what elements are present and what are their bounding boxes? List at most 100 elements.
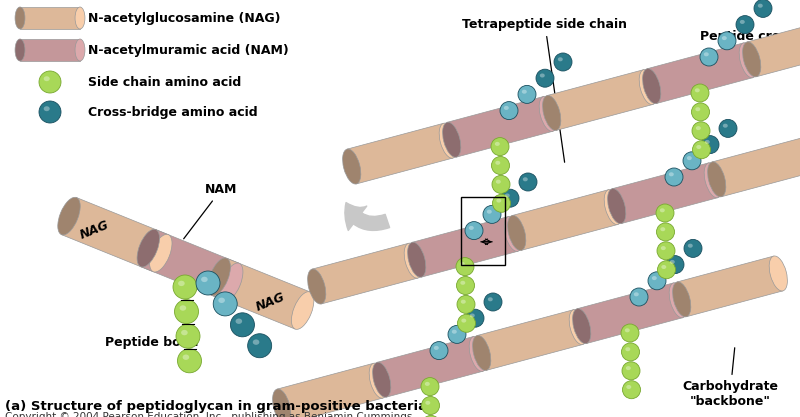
Circle shape [484, 293, 502, 311]
Polygon shape [62, 198, 168, 272]
Ellipse shape [696, 145, 702, 149]
Polygon shape [577, 283, 683, 344]
Ellipse shape [523, 177, 528, 181]
Ellipse shape [469, 226, 474, 230]
Ellipse shape [626, 366, 630, 370]
Circle shape [196, 271, 220, 295]
Ellipse shape [723, 124, 728, 128]
Circle shape [457, 276, 474, 294]
Circle shape [719, 119, 737, 138]
Polygon shape [141, 230, 239, 300]
Ellipse shape [15, 39, 25, 61]
Circle shape [684, 239, 702, 257]
Ellipse shape [505, 193, 510, 198]
Ellipse shape [758, 4, 762, 8]
Circle shape [430, 342, 448, 359]
Circle shape [656, 204, 674, 222]
Ellipse shape [426, 401, 430, 405]
Circle shape [657, 223, 674, 241]
Polygon shape [412, 216, 518, 277]
Circle shape [554, 53, 572, 71]
Ellipse shape [704, 163, 722, 198]
Ellipse shape [369, 363, 387, 398]
Polygon shape [312, 243, 418, 304]
Circle shape [693, 141, 710, 159]
Polygon shape [477, 310, 583, 370]
Ellipse shape [201, 277, 208, 282]
Ellipse shape [150, 234, 172, 272]
Text: (a) Structure of peptidoglycan in gram-positive bacteria: (a) Structure of peptidoglycan in gram-p… [5, 400, 427, 413]
Circle shape [491, 138, 509, 156]
Ellipse shape [669, 283, 687, 318]
Ellipse shape [75, 39, 85, 61]
Polygon shape [447, 96, 553, 157]
Text: Peptide cross-bridge: Peptide cross-bridge [662, 30, 800, 79]
Ellipse shape [695, 107, 700, 111]
Ellipse shape [705, 140, 710, 144]
Circle shape [630, 288, 648, 306]
Circle shape [493, 194, 510, 212]
Circle shape [174, 299, 198, 324]
Polygon shape [547, 70, 653, 131]
Ellipse shape [639, 70, 658, 105]
Ellipse shape [44, 76, 50, 81]
Ellipse shape [739, 43, 758, 78]
Ellipse shape [137, 229, 159, 267]
Ellipse shape [652, 276, 657, 280]
Text: Carbohydrate
"backbone": Carbohydrate "backbone" [682, 348, 778, 408]
Ellipse shape [404, 243, 422, 278]
Polygon shape [20, 39, 80, 61]
Text: Copyright © 2004 Pearson Education, Inc., publishing as Benjamin Cummings.: Copyright © 2004 Pearson Education, Inc.… [5, 412, 416, 417]
Circle shape [666, 256, 684, 274]
Ellipse shape [208, 258, 230, 296]
Ellipse shape [179, 305, 186, 311]
Circle shape [456, 258, 474, 276]
Circle shape [648, 272, 666, 290]
Ellipse shape [696, 126, 701, 130]
Ellipse shape [461, 300, 466, 304]
Ellipse shape [707, 162, 726, 197]
Ellipse shape [558, 57, 562, 61]
Ellipse shape [660, 208, 665, 212]
Ellipse shape [669, 172, 674, 176]
Ellipse shape [504, 106, 509, 110]
Circle shape [692, 122, 710, 140]
Ellipse shape [218, 298, 225, 303]
Ellipse shape [307, 269, 326, 304]
Ellipse shape [495, 161, 500, 165]
Ellipse shape [460, 281, 466, 285]
Circle shape [483, 206, 501, 224]
Circle shape [39, 101, 61, 123]
Ellipse shape [522, 90, 526, 94]
Ellipse shape [473, 335, 491, 370]
Ellipse shape [488, 297, 493, 301]
Ellipse shape [44, 106, 50, 111]
Text: Peptide bond: Peptide bond [105, 332, 198, 349]
Ellipse shape [434, 346, 438, 350]
FancyArrowPatch shape [345, 203, 390, 231]
Ellipse shape [496, 180, 501, 184]
Circle shape [421, 378, 439, 396]
Circle shape [683, 152, 701, 170]
Ellipse shape [722, 36, 726, 40]
Ellipse shape [695, 88, 700, 92]
Ellipse shape [661, 246, 666, 250]
Polygon shape [20, 7, 80, 29]
Circle shape [501, 189, 519, 207]
Circle shape [448, 325, 466, 343]
Circle shape [176, 324, 200, 348]
Circle shape [422, 397, 439, 414]
Ellipse shape [673, 282, 691, 317]
Ellipse shape [460, 262, 465, 266]
Ellipse shape [442, 122, 461, 157]
Circle shape [622, 381, 641, 399]
Circle shape [230, 313, 254, 337]
Ellipse shape [469, 337, 487, 372]
Ellipse shape [670, 260, 674, 264]
Polygon shape [712, 136, 800, 197]
Circle shape [465, 221, 483, 240]
Ellipse shape [221, 263, 243, 301]
Ellipse shape [439, 123, 458, 158]
Ellipse shape [273, 389, 291, 417]
Ellipse shape [407, 242, 426, 277]
